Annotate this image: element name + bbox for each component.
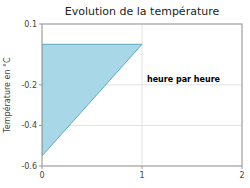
- frame: [42, 24, 242, 166]
- tick: [39, 84, 42, 85]
- axis-label: Température en °C: [2, 57, 12, 134]
- tick: [42, 166, 43, 169]
- plot-area: [42, 24, 242, 166]
- title: Evolution de la température: [65, 5, 220, 18]
- tick-label: 0: [39, 171, 44, 180]
- tick: [39, 125, 42, 126]
- tick: [242, 166, 243, 169]
- tick-label: -0.6: [21, 162, 37, 171]
- tick-label: -0.4: [21, 121, 37, 130]
- annotation: heure par heure: [147, 75, 221, 84]
- tick-label: 0.1: [24, 20, 37, 29]
- area: [42, 44, 142, 156]
- tick-label: 1: [139, 171, 144, 180]
- marks: [42, 44, 142, 156]
- tick: [39, 24, 42, 25]
- background: [0, 0, 250, 188]
- chart: -0.6 -0.4 -0.2 0.1 0 1 2 Evolution de la tempér…: [0, 0, 250, 188]
- tick-label: -0.2: [21, 81, 37, 90]
- tick-label: 2: [239, 171, 244, 180]
- tick: [142, 166, 143, 169]
